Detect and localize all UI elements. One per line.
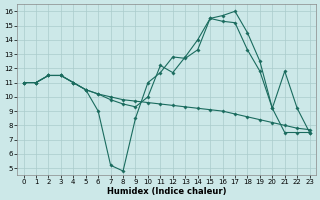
X-axis label: Humidex (Indice chaleur): Humidex (Indice chaleur) [107,187,226,196]
